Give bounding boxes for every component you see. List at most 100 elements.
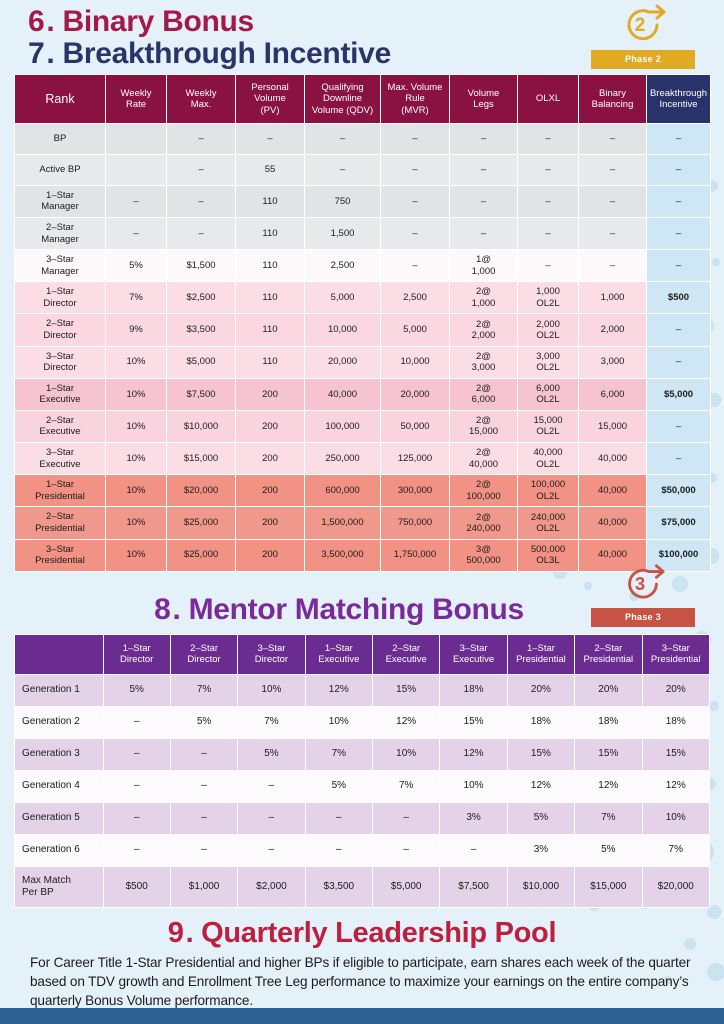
table-row: BP – – – – – – – – — [14, 122, 711, 155]
table2-header-5: 3–Star Executive — [439, 633, 508, 675]
table2-header-6: 1–Star Presidential — [506, 633, 576, 675]
rank-cell: 1–Star Director — [14, 281, 106, 315]
section-label-9: Quarterly Leadership Pool — [201, 916, 557, 949]
data-cell: $2,000 — [237, 865, 306, 908]
data-cell: – — [102, 769, 171, 803]
rank-cell: 1–Star Manager — [14, 184, 106, 218]
section-heading-6-7: 6. Binary Bonus 7. Breakthrough Incentiv… — [14, 0, 710, 74]
table2-header-4: 2–Star Executive — [371, 633, 441, 675]
data-cell: – — [578, 153, 647, 186]
table-header-row: Rank Weekly Rate Weekly Max. Personal Volume (P… — [14, 74, 711, 124]
data-cell: 12% — [439, 737, 508, 771]
table-body: BP – – – – – – – – Active BP –55– – – – – –1–Star Manage… — [14, 122, 711, 572]
data-cell: 10% — [105, 506, 167, 540]
phase-3-badge: Phase 3 — [591, 607, 695, 627]
generation-label-cell: Max Match Per BP — [14, 865, 104, 908]
data-cell: $1,500 — [166, 249, 236, 283]
data-cell: 110 — [235, 216, 305, 251]
data-cell: 1,750,000 — [380, 538, 450, 572]
data-cell: 15% — [506, 737, 576, 771]
data-cell: 40,000 — [578, 506, 647, 540]
data-cell: – — [578, 184, 647, 218]
data-cell: 6,000 — [578, 377, 647, 411]
data-cell: 20,000 — [380, 377, 450, 411]
data-cell: $25,000 — [166, 506, 236, 540]
data-cell: – — [449, 122, 518, 155]
data-cell: 12% — [304, 673, 374, 707]
table1-header-3: Personal Volume (PV) — [235, 74, 305, 124]
data-cell: – — [449, 153, 518, 186]
phase-2-number: 2 — [635, 15, 646, 36]
data-cell: – — [102, 737, 171, 771]
data-cell: 110 — [235, 249, 305, 283]
data-cell: – — [166, 216, 236, 251]
data-cell: – — [166, 184, 236, 218]
rank-cell: 3–Star Director — [14, 345, 106, 379]
table-header-row: 1–Star Director 2–Star Director 3–Star Direct… — [14, 633, 710, 675]
section-title-7: 7. Breakthrough Incentive — [28, 38, 710, 70]
data-cell: 10,000 — [380, 345, 450, 379]
data-cell: $5,000 — [371, 865, 441, 908]
rank-cell: 3–Star Presidential — [14, 538, 106, 572]
phase-3-number: 3 — [635, 573, 645, 593]
data-cell: – — [449, 216, 518, 251]
data-cell: – — [380, 153, 450, 186]
data-cell: 1,000 — [578, 281, 647, 315]
section-label-6: Binary Bonus — [62, 5, 254, 38]
data-cell: 15,000 — [578, 409, 647, 444]
table2-header-8: 3–Star Presidential — [641, 633, 710, 675]
data-cell: 55 — [235, 153, 305, 186]
section-number-7: 7 — [28, 37, 45, 71]
table-body: Generation 1 5% 7% 10% 12% 15% 18% 20% 20% 20% Gen… — [14, 673, 710, 908]
breakthrough-incentive-cell: $75,000 — [646, 506, 711, 540]
data-cell: 5% — [105, 249, 167, 283]
data-cell: – — [237, 801, 306, 835]
data-cell: 5,000 — [304, 281, 381, 315]
data-cell: 20% — [574, 673, 643, 707]
data-cell: $2,500 — [166, 281, 236, 315]
data-cell: – — [237, 769, 306, 803]
data-cell: 7% — [105, 281, 167, 315]
breakthrough-incentive-cell: – — [646, 122, 711, 155]
data-cell: – — [235, 122, 305, 155]
data-cell: 3,000 — [578, 345, 647, 379]
data-cell: 2@ 6,000 — [449, 377, 518, 411]
data-cell: – — [166, 153, 236, 186]
data-cell: 15,000 OL2L — [517, 409, 579, 444]
table1-header-9: Breakthrough Incentive — [646, 74, 711, 124]
phase-2-loop-arrow-icon: 2 — [627, 4, 666, 41]
data-cell: – — [169, 801, 239, 835]
section-9-block: 9. Quarterly Leadership Pool For Career … — [14, 908, 710, 1011]
data-cell: 2@ 40,000 — [449, 442, 518, 476]
data-cell: – — [304, 833, 374, 867]
generation-label-cell: Generation 1 — [14, 673, 104, 707]
data-cell: 5,000 — [380, 313, 450, 347]
data-cell: 2,500 — [380, 281, 450, 315]
rank-cell: 2–Star Presidential — [14, 506, 106, 540]
data-cell: 110 — [235, 281, 305, 315]
section-title-6: 6. Binary Bonus — [28, 5, 710, 38]
data-cell: 200 — [235, 538, 305, 572]
table-row: Generation 4– – –5% 7% 10% 12% 12% 12% — [14, 769, 710, 803]
data-cell: 10% — [641, 801, 710, 835]
data-cell: – — [517, 122, 579, 155]
table1-header-0: Rank — [14, 74, 106, 124]
section-title-9: 9. Quarterly Leadership Pool — [30, 916, 694, 949]
data-cell: 1@ 1,000 — [449, 249, 518, 283]
mentor-matching-bonus-table: 1–Star Director 2–Star Director 3–Star Direct… — [14, 633, 710, 908]
breakthrough-incentive-cell: – — [646, 249, 711, 283]
table2-header-2: 3–Star Director — [237, 633, 306, 675]
data-cell: 6,000 OL2L — [517, 377, 579, 411]
data-cell: $7,500 — [439, 865, 508, 908]
data-cell: 10,000 — [304, 313, 381, 347]
data-cell — [105, 122, 167, 155]
table-row: Generation 6– – – – – –3% 5% 7% — [14, 833, 710, 867]
data-cell: 12% — [641, 769, 710, 803]
phase-2-badge: Phase 2 — [591, 50, 695, 69]
data-cell: 10% — [105, 345, 167, 379]
data-cell: 2@ 100,000 — [449, 474, 518, 508]
data-cell: 2,000 OL2L — [517, 313, 579, 347]
data-cell: $500 — [102, 865, 171, 908]
data-cell: – — [102, 801, 171, 835]
table-row: 1–Star Manager – –110 750– – – – – — [14, 184, 711, 218]
